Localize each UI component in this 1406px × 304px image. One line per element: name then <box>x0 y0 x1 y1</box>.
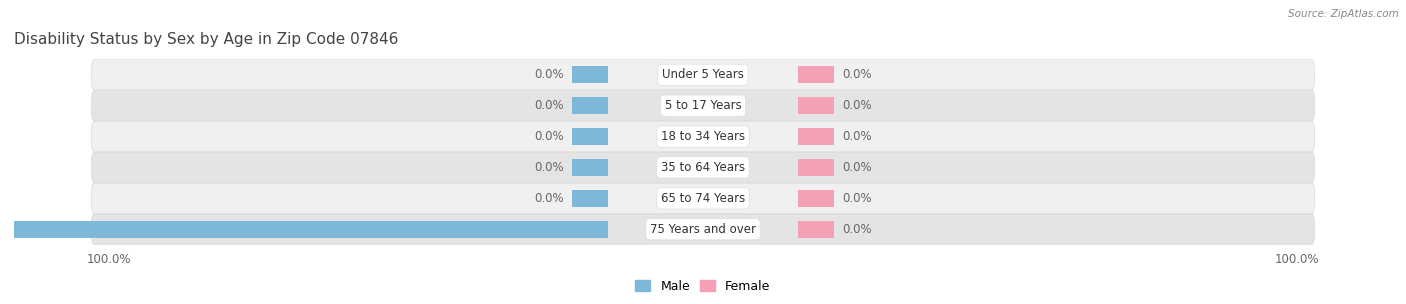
FancyBboxPatch shape <box>91 121 1315 152</box>
Bar <box>799 159 834 176</box>
Bar <box>799 221 834 238</box>
Text: 0.0%: 0.0% <box>842 99 872 112</box>
Bar <box>572 190 607 207</box>
Text: Under 5 Years: Under 5 Years <box>662 68 744 81</box>
FancyBboxPatch shape <box>91 183 1315 213</box>
Text: 75 Years and over: 75 Years and over <box>650 223 756 236</box>
Text: 0.0%: 0.0% <box>842 161 872 174</box>
Bar <box>799 190 834 207</box>
Text: 0.0%: 0.0% <box>842 68 872 81</box>
Text: Disability Status by Sex by Age in Zip Code 07846: Disability Status by Sex by Age in Zip C… <box>14 32 398 47</box>
Text: 0.0%: 0.0% <box>842 192 872 205</box>
Text: 65 to 74 Years: 65 to 74 Years <box>661 192 745 205</box>
Bar <box>799 128 834 145</box>
Bar <box>572 97 607 114</box>
Text: 0.0%: 0.0% <box>534 99 564 112</box>
Bar <box>799 66 834 83</box>
Bar <box>572 128 607 145</box>
FancyBboxPatch shape <box>91 214 1315 244</box>
FancyBboxPatch shape <box>91 152 1315 183</box>
Text: 0.0%: 0.0% <box>534 130 564 143</box>
Legend: Male, Female: Male, Female <box>630 275 776 298</box>
Bar <box>572 66 607 83</box>
Text: 0.0%: 0.0% <box>842 130 872 143</box>
Text: 100.0%: 100.0% <box>0 223 3 236</box>
Text: 5 to 17 Years: 5 to 17 Years <box>665 99 741 112</box>
FancyBboxPatch shape <box>91 60 1315 90</box>
Text: 35 to 64 Years: 35 to 64 Years <box>661 161 745 174</box>
FancyBboxPatch shape <box>91 91 1315 121</box>
Bar <box>14 221 607 238</box>
Text: 0.0%: 0.0% <box>534 68 564 81</box>
Text: 0.0%: 0.0% <box>534 161 564 174</box>
Bar <box>799 97 834 114</box>
Bar <box>572 159 607 176</box>
Text: Source: ZipAtlas.com: Source: ZipAtlas.com <box>1288 9 1399 19</box>
Text: 0.0%: 0.0% <box>842 223 872 236</box>
Text: 18 to 34 Years: 18 to 34 Years <box>661 130 745 143</box>
Text: 0.0%: 0.0% <box>534 192 564 205</box>
